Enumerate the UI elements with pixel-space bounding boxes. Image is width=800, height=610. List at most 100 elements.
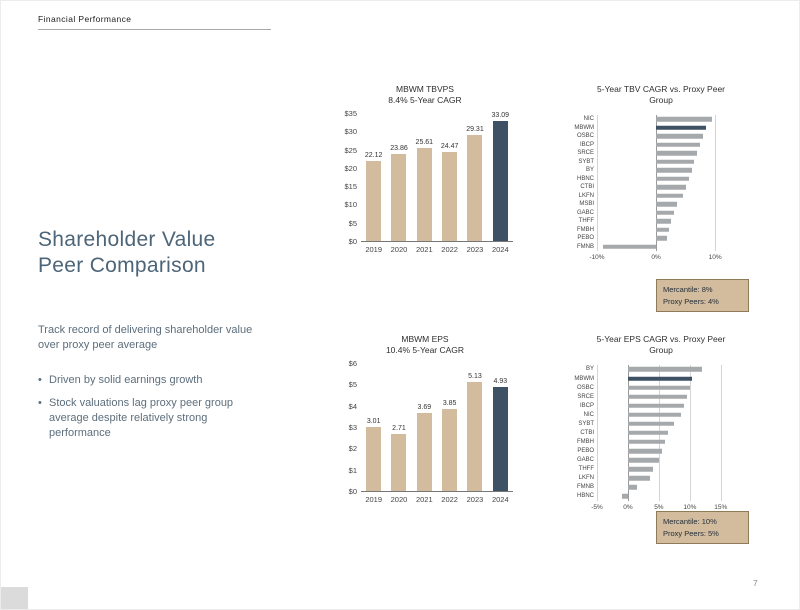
callout-line-mercantile: Mercantile: 8%	[663, 285, 713, 294]
bar-row: SYBT	[578, 157, 727, 166]
x-tick-label: -10%	[589, 253, 605, 261]
chart-title: 5-Year EPS CAGR vs. Proxy Peer	[596, 334, 726, 344]
slide-title: Shareholder Value Peer Comparison	[38, 227, 278, 280]
ticker-label: MSBI	[579, 201, 594, 208]
x-tick-label: 10%	[683, 503, 697, 511]
bar-value-label: 25.61	[415, 139, 434, 147]
bar	[627, 385, 690, 390]
gridline	[656, 114, 658, 251]
bar	[656, 142, 701, 147]
bar-row: OSBC	[577, 132, 727, 141]
ticker-label: FMNB	[577, 243, 594, 250]
gridline	[597, 364, 598, 501]
bar	[656, 184, 686, 190]
bar	[656, 133, 704, 139]
chart-title: 5-Year TBV CAGR vs. Proxy Peer	[596, 84, 726, 94]
ticker-label: FMBH	[577, 438, 594, 445]
x-tick-label: 2019	[365, 244, 382, 254]
y-axis: $6 $5 $4 $3 $2 $1 $0	[348, 358, 357, 496]
bar-row: FMNB	[577, 483, 727, 492]
bar-row: SRCE	[577, 392, 727, 401]
x-tick-label: 5%	[654, 503, 664, 511]
ticker-label: BY	[585, 167, 594, 174]
bar-row: MSBI	[579, 200, 727, 209]
page-number: 7	[753, 578, 758, 588]
bar	[627, 394, 687, 399]
ticker-label: FMNB	[577, 484, 594, 491]
bar-row: LKFN	[579, 191, 727, 200]
bar-group: 3.85	[437, 400, 462, 491]
ticker-label: HBNC	[576, 175, 594, 182]
ticker-label: OSBC	[576, 133, 594, 140]
plot-column: 3.01 2.71 3.69 3.85 5.13 4.93 2019 2020 2021 202…	[361, 364, 513, 504]
callout-line-mercantile: Mercantile: 10%	[663, 517, 717, 526]
ticker-label: PEBO	[577, 448, 594, 455]
bar	[416, 148, 432, 241]
bar	[627, 457, 659, 463]
bar-row: THFF	[579, 217, 727, 226]
bar-group: 5.13	[462, 373, 487, 491]
chart-subtitle: Group	[649, 95, 673, 106]
bar-group: 4.93	[488, 378, 513, 491]
bullet-item: Stock valuations lag proxy peer group av…	[38, 396, 266, 441]
ticker-label: CTBI	[580, 184, 594, 191]
x-tick-label: 10%	[708, 253, 722, 261]
x-tick-label: 2021	[415, 244, 433, 254]
chart-body: -5% 0% 5% 10% 15% BY MBWM OSBC SRCE IBCP NIC SYBT CT…	[574, 364, 727, 511]
bar-row: PEBO	[577, 447, 727, 456]
bar-row: NIC	[584, 410, 727, 419]
ticker-label: IBCP	[579, 141, 594, 148]
bar	[656, 176, 689, 181]
ticker-label: LKFN	[578, 192, 594, 199]
bar-row: GABC	[577, 208, 727, 217]
bar	[627, 412, 681, 418]
slide-eyebrow: Financial Performance	[38, 14, 132, 24]
bar	[391, 154, 407, 241]
ticker-label: FMBH	[577, 226, 594, 233]
x-tick-label: 2023	[466, 494, 484, 504]
bar	[442, 409, 458, 491]
x-tick-label: 2020	[390, 244, 408, 254]
bar	[627, 421, 675, 427]
chart-title: MBWM TBVPS	[396, 84, 454, 94]
chart-body: $35 $30 $25 $20 $15 $10 $5 $0 22.12 23.86 25.61 24…	[337, 110, 513, 254]
bar	[656, 116, 713, 122]
bar	[656, 210, 674, 215]
bar	[492, 120, 508, 241]
bar	[627, 448, 662, 454]
x-tick-label: 2022	[441, 244, 458, 254]
bar	[366, 160, 382, 241]
plot-area: 3.01 2.71 3.69 3.85 5.13 4.93	[361, 364, 513, 492]
bar-row: NIC	[584, 115, 727, 124]
bar	[467, 382, 483, 491]
slide-title-line1: Shareholder Value	[38, 228, 216, 251]
bar-value-label: 4.93	[493, 377, 508, 385]
ticker-label: THFF	[578, 218, 594, 225]
bar-row: CTBI	[580, 183, 727, 192]
bar	[656, 227, 670, 232]
bar-value-label: 2.71	[392, 424, 406, 432]
bar-value-label: 29.31	[466, 125, 484, 133]
callout-eps-cagr: Mercantile: 10% Proxy Peers: 5%	[656, 511, 749, 545]
bar	[627, 430, 669, 436]
callout-line-peers: Proxy Peers: 4%	[663, 296, 719, 306]
ticker-label: MBWM	[574, 124, 594, 131]
bar-group: 29.31	[462, 126, 487, 241]
bar-row: GABC	[577, 456, 727, 465]
bar-row: MBWM	[574, 123, 727, 132]
bar-rows: BY MBWM OSBC SRCE IBCP NIC SYBT CTBI FMBH PEBO GAB…	[574, 365, 727, 501]
bar-group: 25.61	[412, 139, 437, 241]
x-tick-label: 2024	[491, 494, 509, 504]
x-tick-label: 0%	[651, 253, 661, 261]
bar-row: BY	[586, 166, 727, 175]
ticker-label: SYBT	[578, 420, 594, 427]
bar-value-label: 23.86	[390, 145, 408, 153]
bar-row: FMNB	[577, 242, 727, 251]
bar-row: THFF	[579, 465, 727, 474]
bar	[656, 159, 695, 164]
callout-tbv-cagr: Mercantile: 8% Proxy Peers: 4%	[656, 279, 749, 313]
bar	[442, 152, 458, 241]
bar	[627, 403, 684, 408]
bar-row: OSBC	[577, 383, 727, 392]
bullet-item: Driven by solid earnings growth	[38, 373, 266, 388]
